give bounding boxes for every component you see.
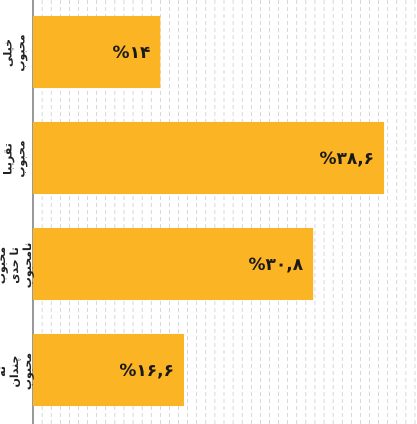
category-label: نه چندان محبوب bbox=[0, 352, 35, 390]
category-label: تقریبا محبوب bbox=[2, 140, 28, 178]
bar bbox=[33, 121, 385, 195]
bar-value-label: %۱۴ bbox=[113, 43, 151, 63]
category-label: محبوب تا حدی نامحبوب bbox=[0, 242, 35, 288]
category-label: خیلی محبوب bbox=[2, 34, 28, 72]
bar-value-label: %۳۰,۸ bbox=[249, 255, 304, 275]
bar-value-label: %۱۶,۶ bbox=[119, 361, 174, 381]
bar bbox=[33, 15, 161, 89]
bar bbox=[33, 333, 184, 407]
bar-value-label: %۳۸,۶ bbox=[319, 149, 374, 169]
bar bbox=[33, 227, 314, 301]
